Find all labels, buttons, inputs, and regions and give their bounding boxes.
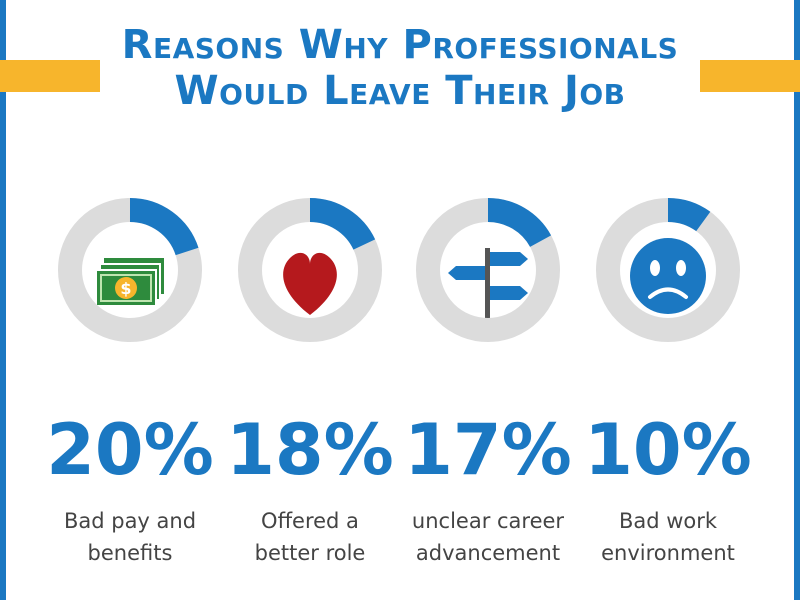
category-label: unclear career advancement bbox=[411, 509, 565, 565]
value-label: 10% bbox=[584, 409, 752, 491]
chart-title: Reasons Why Professionals Would Leave Th… bbox=[121, 22, 679, 114]
signpost-icon bbox=[448, 248, 528, 328]
value-label: 20% bbox=[46, 409, 214, 491]
sad-face-icon bbox=[630, 238, 706, 314]
accent-bar bbox=[700, 60, 800, 92]
donut-segment bbox=[487, 198, 552, 248]
donut-segment bbox=[309, 198, 376, 251]
frame-right bbox=[794, 0, 800, 600]
accent-bar bbox=[0, 60, 100, 92]
svg-text:$: $ bbox=[120, 279, 131, 298]
category-label: Offered a better role bbox=[254, 509, 366, 565]
value-label: 17% bbox=[404, 409, 572, 491]
money-icon: $ bbox=[95, 258, 164, 307]
value-label: 18% bbox=[226, 409, 394, 491]
frame-left bbox=[0, 0, 6, 600]
category-label: Bad pay and benefits bbox=[63, 509, 197, 565]
donut-segment bbox=[129, 198, 199, 256]
donut-segment bbox=[667, 198, 711, 232]
category-label: Bad work environment bbox=[601, 509, 735, 565]
heart-icon bbox=[283, 252, 337, 315]
